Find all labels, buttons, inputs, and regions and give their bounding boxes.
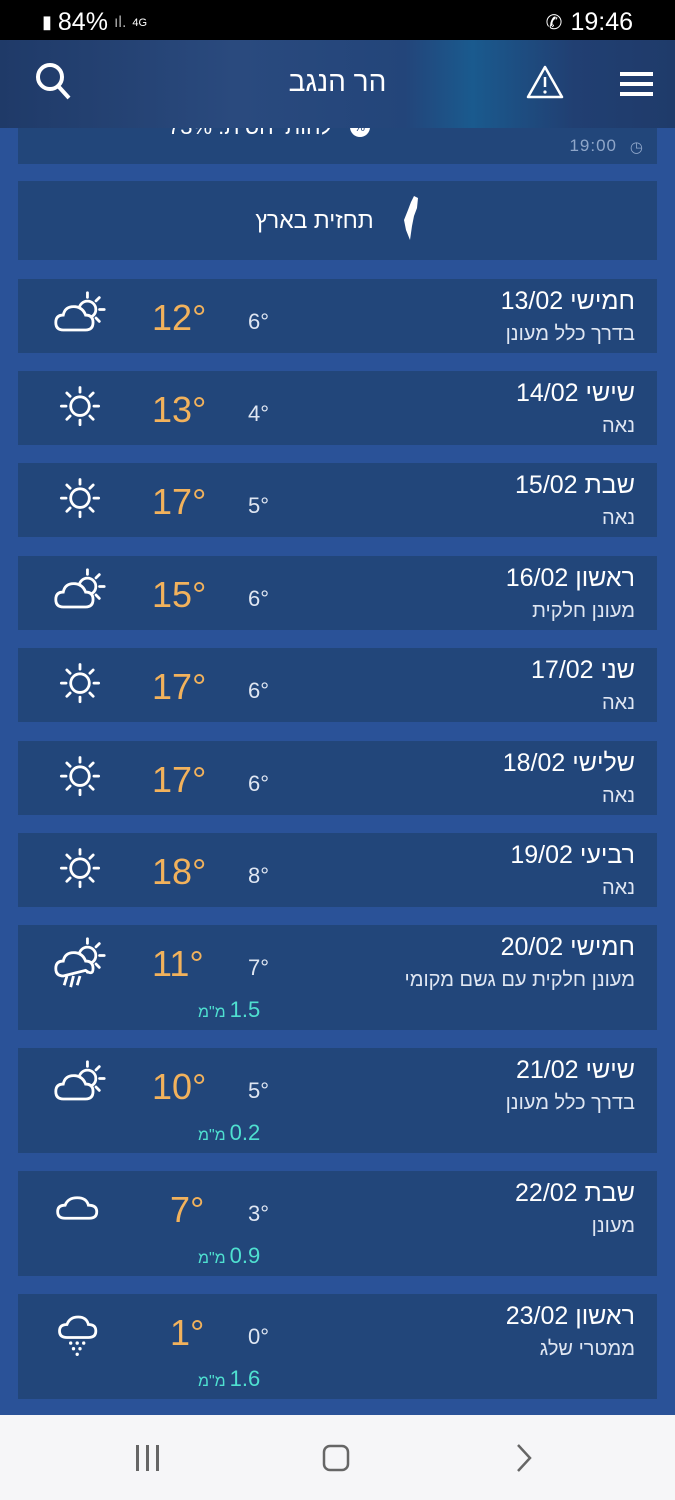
country-forecast-label: תחזית בארץ: [255, 207, 374, 233]
forecast-day-card[interactable]: ראשון 16/02 מעונן חלקית 15° 6°: [18, 556, 657, 630]
app-header: הר הנגב: [0, 40, 675, 128]
precip-unit: מ"מ: [198, 1004, 226, 1021]
precip-unit: מ"מ: [198, 1127, 226, 1144]
low-temp: 6°: [248, 586, 270, 611]
precip-amount: 1.5: [229, 997, 261, 1022]
day-date: ראשון 16/02: [505, 564, 635, 592]
low-temp: 6°: [248, 771, 270, 796]
precipitation: מ"מ 1.6: [198, 1366, 260, 1392]
forecast-day-card[interactable]: רביעי 19/02 נאה 18° 8°: [18, 833, 657, 907]
low-temp: 0°: [248, 1324, 270, 1349]
low-temp: 7°: [248, 955, 270, 980]
signal-icon: ıl.: [113, 13, 127, 31]
sun-icon: [59, 848, 101, 889]
precipitation: מ"מ 0.9: [198, 1243, 260, 1269]
network-type: 4G: [132, 16, 148, 29]
low-temp: 6°: [248, 309, 270, 334]
forecast-day-card[interactable]: חמישי 20/02 מעונן חלקית עם גשם מקומי 11°…: [18, 925, 657, 1030]
warning-icon[interactable]: [526, 64, 564, 105]
partly-cloudy-rain-icon: [54, 937, 106, 988]
back-button[interactable]: [515, 1443, 533, 1478]
recent-apps-button[interactable]: [134, 1445, 162, 1476]
sun-icon: [59, 478, 101, 519]
forecast-day-card[interactable]: שישי 21/02 בדרך כלל מעונן 10° 5° מ"מ 0.2: [18, 1048, 657, 1153]
location-title[interactable]: הר הנגב: [288, 66, 387, 97]
day-date: שישי 14/02: [516, 379, 635, 407]
day-description: מעונן חלקית עם גשם מקומי: [404, 969, 635, 991]
menu-icon[interactable]: [620, 72, 653, 101]
country-forecast-button[interactable]: תחזית בארץ: [18, 181, 657, 260]
status-bar: ▮ 84% ıl. 4G ✆ 19:46: [0, 0, 675, 40]
snow-icon: [58, 1315, 98, 1356]
day-description: בדרך כלל מעונן: [505, 1092, 635, 1114]
day-description: נאה: [601, 415, 635, 437]
low-temp: 8°: [248, 863, 270, 888]
day-description: נאה: [601, 692, 635, 714]
low-temp: 3°: [248, 1201, 270, 1226]
precip-amount: 0.9: [229, 1243, 261, 1268]
day-description: בדרך כלל מעונן: [505, 323, 635, 345]
whatsapp-icon: ✆: [545, 12, 563, 34]
forecast-day-card[interactable]: שלישי 18/02 נאה 17° 6°: [18, 741, 657, 815]
precipitation: מ"מ 0.2: [198, 1120, 260, 1146]
high-temp: 13°: [152, 389, 207, 430]
low-temp: 4°: [248, 401, 270, 426]
precipitation: מ"מ 1.5: [198, 997, 260, 1023]
sun-icon: [59, 386, 101, 427]
precip-amount: 0.2: [229, 1120, 261, 1145]
day-date: ראשון 23/02: [505, 1302, 635, 1330]
day-date: שבת 22/02: [515, 1179, 635, 1207]
system-nav-bar: [0, 1415, 675, 1500]
high-temp: 1°: [170, 1312, 205, 1353]
precip-unit: מ"מ: [198, 1373, 226, 1390]
day-description: נאה: [601, 877, 635, 899]
high-temp: 10°: [152, 1066, 207, 1107]
high-temp: 11°: [152, 943, 204, 984]
day-description: ממטרי שלג: [539, 1338, 635, 1360]
high-temp: 17°: [152, 759, 207, 800]
precip-unit: מ"מ: [198, 1250, 226, 1267]
high-temp: 15°: [152, 574, 207, 615]
partly-cloudy-icon: [54, 1060, 106, 1101]
partly-cloudy-icon: [54, 568, 106, 609]
day-date: שלישי 18/02: [502, 749, 635, 777]
search-icon[interactable]: [35, 62, 73, 107]
day-date: שני 17/02: [531, 656, 635, 684]
forecast-day-card[interactable]: חמישי 13/02 בדרך כלל מעונן 12° 6°: [18, 279, 657, 353]
forecast-day-card[interactable]: שני 17/02 נאה 17° 6°: [18, 648, 657, 722]
forecast-day-card[interactable]: שישי 14/02 נאה 13° 4°: [18, 371, 657, 445]
day-description: מעונן חלקית: [532, 600, 635, 622]
clock-icon: ◷: [629, 139, 643, 156]
clock: 19:46: [570, 8, 633, 36]
day-description: נאה: [601, 507, 635, 529]
update-time: 19:00: [569, 136, 617, 155]
high-temp: 7°: [170, 1189, 205, 1230]
forecast-day-card[interactable]: שבת 15/02 נאה 17° 5°: [18, 463, 657, 537]
day-date: חמישי 13/02: [500, 287, 635, 315]
sun-icon: [59, 663, 101, 704]
day-date: רביעי 19/02: [510, 841, 635, 869]
forecast-day-card[interactable]: שבת 22/02 מעונן 7° 3° מ"מ 0.9: [18, 1171, 657, 1276]
high-temp: 18°: [152, 851, 207, 892]
israel-map-icon: [402, 195, 420, 246]
low-temp: 6°: [248, 678, 270, 703]
day-date: שבת 15/02: [515, 471, 635, 499]
day-description: מעונן: [591, 1215, 635, 1237]
battery-level: 84%: [57, 8, 108, 36]
forecast-day-card[interactable]: ראשון 23/02 ממטרי שלג 1° 0° מ"מ 1.6: [18, 1294, 657, 1399]
cloud-icon: [56, 1196, 99, 1220]
high-temp: 17°: [152, 481, 207, 522]
battery-icon: ▮: [42, 12, 52, 32]
day-date: שישי 21/02: [516, 1056, 635, 1084]
high-temp: 12°: [152, 297, 207, 338]
low-temp: 5°: [248, 493, 270, 518]
precip-amount: 1.6: [229, 1366, 261, 1391]
day-date: חמישי 20/02: [500, 933, 635, 961]
sun-icon: [59, 756, 101, 797]
partly-cloudy-icon: [54, 291, 106, 332]
high-temp: 17°: [152, 666, 207, 707]
low-temp: 5°: [248, 1078, 270, 1103]
home-button[interactable]: [322, 1444, 350, 1477]
day-description: נאה: [601, 785, 635, 807]
